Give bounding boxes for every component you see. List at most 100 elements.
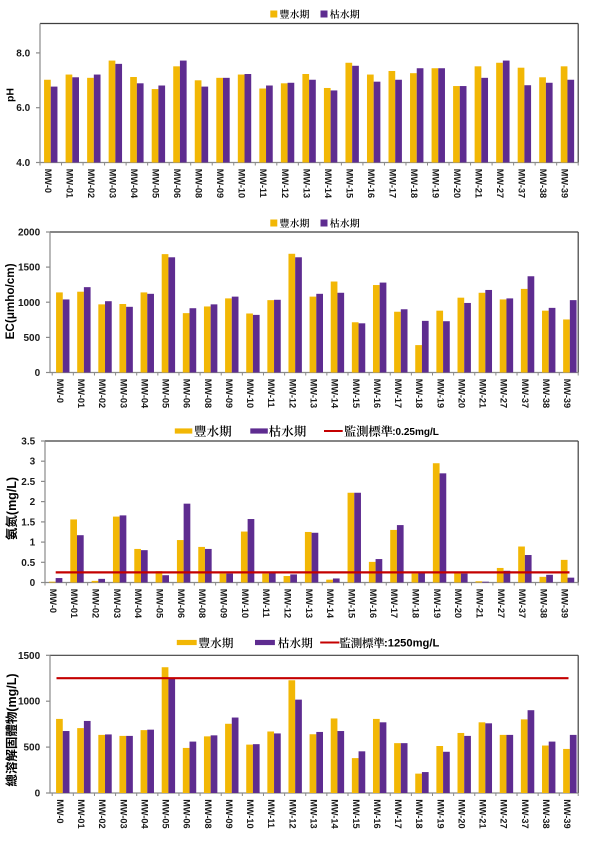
- svg-text:MW-17: MW-17: [387, 169, 397, 198]
- svg-text:MW-21: MW-21: [478, 799, 488, 828]
- svg-text:MW-06: MW-06: [182, 379, 192, 408]
- svg-text:MW-38: MW-38: [538, 169, 548, 198]
- svg-text:MW-39: MW-39: [562, 379, 572, 408]
- svg-text:MW-0: MW-0: [48, 589, 58, 613]
- svg-text:8.0: 8.0: [16, 48, 30, 59]
- svg-text:MW-38: MW-38: [541, 799, 551, 828]
- svg-text:MW-02: MW-02: [97, 379, 107, 408]
- svg-text:MW-0: MW-0: [55, 799, 65, 823]
- svg-text:MW-04: MW-04: [139, 799, 149, 829]
- svg-text:3: 3: [30, 457, 36, 468]
- svg-text:MW-0: MW-0: [55, 379, 65, 403]
- svg-text:MW-20: MW-20: [452, 169, 462, 198]
- svg-text:MW-21: MW-21: [478, 379, 488, 408]
- svg-text:MW-27: MW-27: [496, 589, 506, 618]
- svg-text:MW-01: MW-01: [76, 379, 86, 408]
- svg-text:MW-13: MW-13: [304, 589, 314, 618]
- svg-text:MW-04: MW-04: [133, 589, 143, 619]
- svg-text:MW-12: MW-12: [287, 799, 297, 828]
- svg-text:MW-17: MW-17: [393, 379, 403, 408]
- svg-text:MW-03: MW-03: [112, 589, 122, 618]
- svg-text:MW-17: MW-17: [393, 799, 403, 828]
- svg-text:MW-38: MW-38: [541, 379, 551, 408]
- svg-text:1500: 1500: [18, 651, 41, 662]
- svg-text:MW-09: MW-09: [215, 169, 225, 198]
- svg-text:MW-09: MW-09: [224, 799, 234, 828]
- svg-text:MW-09: MW-09: [224, 379, 234, 408]
- svg-text:MW-11: MW-11: [266, 799, 276, 828]
- svg-text:MW-14: MW-14: [330, 379, 340, 409]
- svg-text:MW-39: MW-39: [560, 169, 570, 198]
- svg-text:MW-16: MW-16: [366, 169, 376, 198]
- svg-text:MW-08: MW-08: [203, 799, 213, 828]
- svg-text:MW-0: MW-0: [43, 169, 53, 193]
- svg-text:MW-15: MW-15: [351, 799, 361, 828]
- svg-text:MW-08: MW-08: [194, 169, 204, 198]
- svg-text:MW-15: MW-15: [344, 169, 354, 198]
- svg-text:MW-05: MW-05: [151, 169, 161, 198]
- svg-text:MW-03: MW-03: [108, 169, 118, 198]
- svg-text:MW-39: MW-39: [562, 799, 572, 828]
- svg-text:MW-18: MW-18: [409, 169, 419, 198]
- svg-text:(mg/L): (mg/L): [5, 477, 19, 515]
- svg-text:MW-02: MW-02: [91, 589, 101, 618]
- svg-text:MW-18: MW-18: [414, 379, 424, 408]
- svg-text:MW-10: MW-10: [240, 589, 250, 618]
- svg-text:0: 0: [30, 578, 36, 589]
- svg-text:MW-10: MW-10: [237, 169, 247, 198]
- svg-text:500: 500: [24, 743, 41, 754]
- svg-text:MW-14: MW-14: [325, 589, 335, 619]
- svg-text:MW-02: MW-02: [86, 169, 96, 198]
- svg-text:MW-14: MW-14: [323, 169, 333, 199]
- svg-text::0.25mg/L: :0.25mg/L: [392, 427, 439, 438]
- svg-text:3.5: 3.5: [21, 437, 35, 448]
- svg-text:pH: pH: [5, 88, 17, 102]
- svg-text:MW-08: MW-08: [203, 379, 213, 408]
- svg-text:MW-20: MW-20: [456, 799, 466, 828]
- svg-text:MW-06: MW-06: [176, 589, 186, 618]
- svg-text:MW-10: MW-10: [245, 799, 255, 828]
- svg-text:2.5: 2.5: [21, 477, 35, 488]
- svg-text:MW-19: MW-19: [435, 799, 445, 828]
- svg-text:MW-04: MW-04: [129, 169, 139, 199]
- svg-text:MW-06: MW-06: [182, 799, 192, 828]
- svg-text:MW-05: MW-05: [161, 799, 171, 828]
- svg-text:MW-37: MW-37: [517, 169, 527, 198]
- svg-text:MW-37: MW-37: [517, 589, 527, 618]
- svg-text::1250mg/L: :1250mg/L: [384, 637, 440, 649]
- svg-text:MW-19: MW-19: [430, 169, 440, 198]
- svg-text:MW-16: MW-16: [372, 799, 382, 828]
- svg-text:MW-03: MW-03: [118, 379, 128, 408]
- svg-text:MW-19: MW-19: [435, 379, 445, 408]
- svg-text:MW-05: MW-05: [155, 589, 165, 618]
- svg-text:2000: 2000: [18, 228, 41, 239]
- svg-text:1: 1: [30, 538, 36, 549]
- svg-text:6.0: 6.0: [16, 103, 30, 114]
- svg-text:MW-19: MW-19: [432, 589, 442, 618]
- svg-text:MW-09: MW-09: [218, 589, 228, 618]
- svg-text:MW-37: MW-37: [520, 379, 530, 408]
- svg-text:(mg/L): (mg/L): [5, 673, 19, 711]
- svg-text:MW-11: MW-11: [266, 379, 276, 408]
- svg-text:MW-18: MW-18: [410, 589, 420, 618]
- svg-text:MW-02: MW-02: [97, 799, 107, 828]
- svg-text:MW-04: MW-04: [139, 379, 149, 409]
- svg-text:MW-21: MW-21: [474, 169, 484, 198]
- svg-text:MW-20: MW-20: [453, 589, 463, 618]
- svg-text:MW-01: MW-01: [69, 589, 79, 618]
- svg-text:MW-18: MW-18: [414, 799, 424, 828]
- svg-text:MW-13: MW-13: [309, 799, 319, 828]
- svg-text:2: 2: [30, 497, 36, 508]
- svg-text:MW-01: MW-01: [64, 169, 74, 198]
- svg-text:MW-10: MW-10: [245, 379, 255, 408]
- svg-text:MW-39: MW-39: [560, 589, 570, 618]
- svg-text:MW-12: MW-12: [280, 169, 290, 198]
- svg-text:500: 500: [24, 333, 41, 344]
- svg-text:MW-13: MW-13: [301, 169, 311, 198]
- svg-text:EC(μmho/cm): EC(μmho/cm): [4, 263, 17, 339]
- svg-text:MW-17: MW-17: [389, 589, 399, 618]
- svg-text:MW-11: MW-11: [258, 169, 268, 198]
- svg-text:MW-08: MW-08: [197, 589, 207, 618]
- svg-text:MW-16: MW-16: [372, 379, 382, 408]
- svg-text:1.5: 1.5: [21, 517, 35, 528]
